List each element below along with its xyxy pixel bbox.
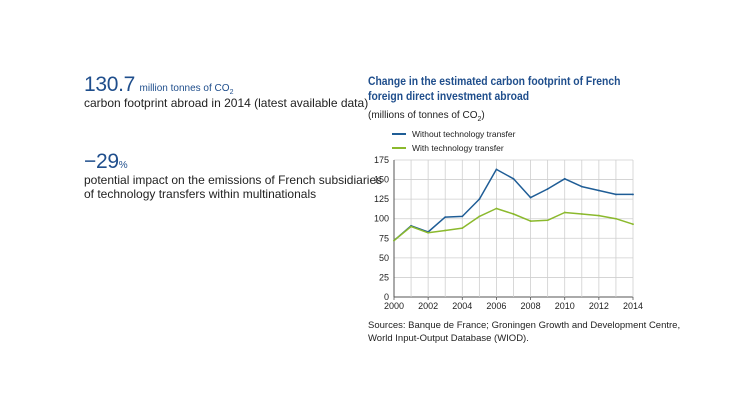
y-tick-label: 125 [374,194,389,204]
chart-title: Change in the estimated carbon footprint… [368,76,621,103]
data-point [529,220,532,222]
legend-item-without-transfer: Without technology transfer [392,127,515,141]
y-tick-label: 75 [379,233,389,243]
y-axis-label: (millions of tonnes of CO2) [368,110,485,123]
data-point [546,188,549,190]
stat-carbon-footprint: 130.7 million tonnes of CO2 carbon footp… [84,73,369,111]
data-point [461,227,464,230]
data-point [512,177,515,180]
data-point [580,185,583,188]
stat-description: carbon footprint abroad in 2014 (latest … [84,96,369,110]
stat-technology-impact: −29% potential impact on the emissions o… [84,150,383,202]
y-tick-label: 50 [379,253,389,263]
line-chart: 0 25 50 75 100 125 150 175 2000 2002 2004 2006 2008 2… [374,155,643,311]
data-point [615,217,617,220]
data-point [632,223,634,226]
data-point [563,211,566,214]
x-tick-label: 2006 [486,301,506,311]
data-point [478,215,481,218]
data-point [444,216,447,219]
x-tick-label: 2002 [418,301,438,311]
stat-unit: % [118,160,128,171]
data-point [529,196,532,199]
y-tick-label: 0 [384,292,389,302]
legend-swatch [392,133,406,135]
data-point [580,213,583,215]
data-point [427,231,430,234]
data-point [444,229,447,232]
data-point [597,214,600,217]
data-point [597,189,600,192]
data-point [546,219,549,222]
x-tick-label: 2010 [555,301,575,311]
data-point [632,193,634,196]
data-point [495,207,498,210]
stat-description-line1: potential impact on the emissions of Fre… [84,173,383,187]
data-point [512,213,515,215]
x-tick-label: 2008 [521,301,541,311]
data-point [393,239,395,242]
y-tick-label: 150 [374,175,389,185]
chart-legend: Without technology transfer With technol… [392,127,515,155]
data-point [495,168,498,171]
y-tick-label: 25 [379,272,389,282]
data-point [563,177,566,180]
x-tick-label: 2012 [589,301,609,311]
x-tick-label: 2014 [623,301,643,311]
stat-value: 130.7 [84,73,136,96]
legend-item-with-transfer: With technology transfer [392,141,515,155]
x-tick-label: 2004 [452,301,472,311]
y-tick-label: 175 [374,155,389,165]
data-point [461,215,464,218]
stat-unit: million tonnes of CO2 [139,83,234,96]
chart-source: Sources: Banque de France; Groningen Gro… [368,320,681,344]
stat-value: −29 [84,150,119,173]
y-tick-label: 100 [374,214,389,224]
data-point [410,225,412,228]
x-tick-label: 2000 [384,301,404,311]
legend-swatch [392,147,406,149]
data-point [478,198,481,201]
data-point [615,193,617,196]
stat-description-line2: of technology transfers within multinati… [84,187,317,201]
